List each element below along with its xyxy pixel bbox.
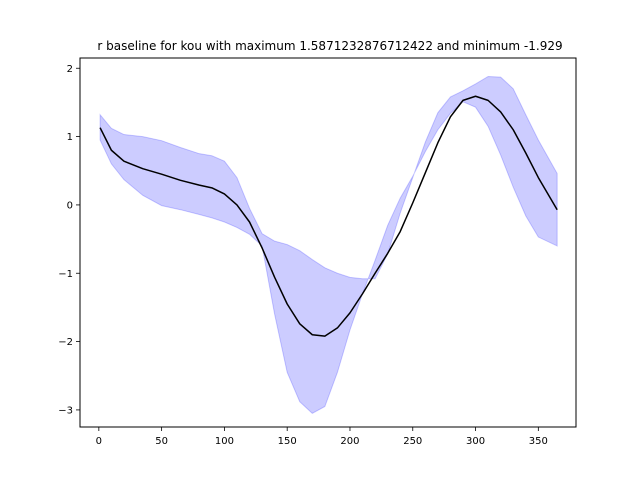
y-tick-label: −3 bbox=[58, 405, 73, 416]
x-tick-label: 50 bbox=[155, 436, 168, 447]
y-tick-label: −1 bbox=[58, 269, 73, 280]
x-tick-label: 250 bbox=[403, 436, 422, 447]
y-tick-label: 1 bbox=[67, 132, 73, 143]
y-tick-label: 2 bbox=[67, 64, 73, 75]
y-tick-label: −2 bbox=[58, 337, 73, 348]
range-band bbox=[99, 75, 558, 414]
axes-frame bbox=[79, 57, 577, 428]
x-tick-label: 150 bbox=[278, 436, 297, 447]
x-tick-label: 350 bbox=[529, 436, 548, 447]
x-tick-label: 100 bbox=[215, 436, 234, 447]
series-line-mean bbox=[99, 95, 558, 337]
x-tick-label: 300 bbox=[466, 436, 485, 447]
y-tick-label: 0 bbox=[67, 200, 73, 211]
chart-title: r baseline for kou with maximum 1.587123… bbox=[97, 39, 562, 53]
x-tick-label: 200 bbox=[340, 436, 359, 447]
x-tick-label: 0 bbox=[96, 436, 102, 447]
plot-area: 0 50 100 150 200 250 300 350 −3 −2 −1 0 1 2 bbox=[58, 57, 577, 447]
